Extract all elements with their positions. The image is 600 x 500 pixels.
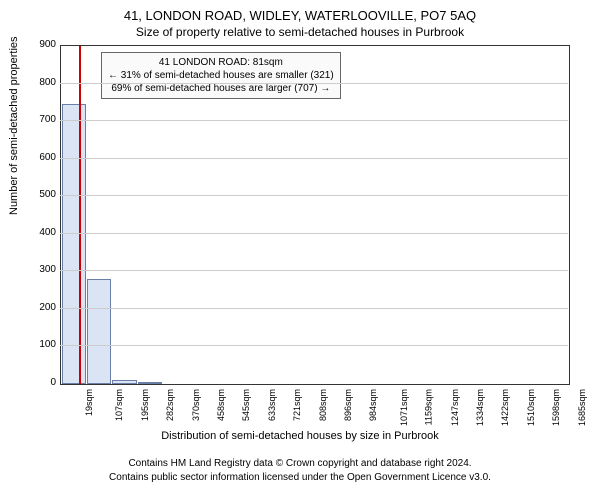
histogram-bar xyxy=(87,279,111,384)
x-tick-label: 195sqm xyxy=(140,389,150,421)
gridline xyxy=(60,345,568,346)
x-tick-label: 1510sqm xyxy=(526,389,536,426)
x-tick-label: 370sqm xyxy=(191,389,201,421)
gridline xyxy=(60,83,568,84)
x-tick-label: 19sqm xyxy=(84,389,94,416)
y-tick-label: 700 xyxy=(16,114,56,125)
x-tick-label: 1685sqm xyxy=(577,389,587,426)
gridline xyxy=(60,308,568,309)
x-tick-label: 721sqm xyxy=(292,389,302,421)
gridline xyxy=(60,233,568,234)
x-tick-label: 1598sqm xyxy=(551,389,561,426)
y-tick-label: 800 xyxy=(16,77,56,88)
info-line: ← 31% of semi-detached houses are smalle… xyxy=(108,69,334,82)
chart-title: 41, LONDON ROAD, WIDLEY, WATERLOOVILLE, … xyxy=(0,0,600,23)
info-box: 41 LONDON ROAD: 81sqm← 31% of semi-detac… xyxy=(101,52,341,99)
x-tick-label: 808sqm xyxy=(318,389,328,421)
x-tick-label: 107sqm xyxy=(114,389,124,421)
y-tick-label: 0 xyxy=(16,377,56,388)
x-tick-label: 896sqm xyxy=(343,389,353,421)
histogram-bar xyxy=(138,382,162,384)
histogram-bar xyxy=(112,380,136,384)
x-tick-label: 545sqm xyxy=(241,389,251,421)
chart-plot-area: 41 LONDON ROAD: 81sqm← 31% of semi-detac… xyxy=(60,45,570,385)
y-tick-label: 300 xyxy=(16,264,56,275)
property-marker-line xyxy=(79,46,81,384)
gridline xyxy=(60,120,568,121)
y-tick-label: 400 xyxy=(16,227,56,238)
x-axis-label: Distribution of semi-detached houses by … xyxy=(0,430,600,442)
y-tick-label: 100 xyxy=(16,339,56,350)
footer-line-1: Contains HM Land Registry data © Crown c… xyxy=(0,458,600,469)
y-tick-label: 500 xyxy=(16,189,56,200)
y-tick-label: 900 xyxy=(16,39,56,50)
footer-line-2: Contains public sector information licen… xyxy=(0,472,600,483)
y-tick-label: 600 xyxy=(16,152,56,163)
x-tick-label: 633sqm xyxy=(267,389,277,421)
gridline xyxy=(60,158,568,159)
gridline xyxy=(60,270,568,271)
y-tick-label: 200 xyxy=(16,302,56,313)
chart-subtitle: Size of property relative to semi-detach… xyxy=(0,25,600,39)
x-tick-label: 1247sqm xyxy=(450,389,460,426)
y-axis-label: Number of semi-detached properties xyxy=(8,36,20,215)
x-tick-label: 1422sqm xyxy=(500,389,510,426)
histogram-bar xyxy=(62,104,86,384)
x-tick-label: 1159sqm xyxy=(424,389,434,425)
gridline xyxy=(60,195,568,196)
info-line: 41 LONDON ROAD: 81sqm xyxy=(108,56,334,69)
x-tick-label: 1071sqm xyxy=(399,389,409,426)
x-tick-label: 984sqm xyxy=(368,389,378,421)
x-tick-label: 282sqm xyxy=(165,389,175,421)
x-tick-label: 1334sqm xyxy=(475,389,485,426)
info-line: 69% of semi-detached houses are larger (… xyxy=(108,82,334,95)
x-tick-label: 458sqm xyxy=(216,389,226,421)
